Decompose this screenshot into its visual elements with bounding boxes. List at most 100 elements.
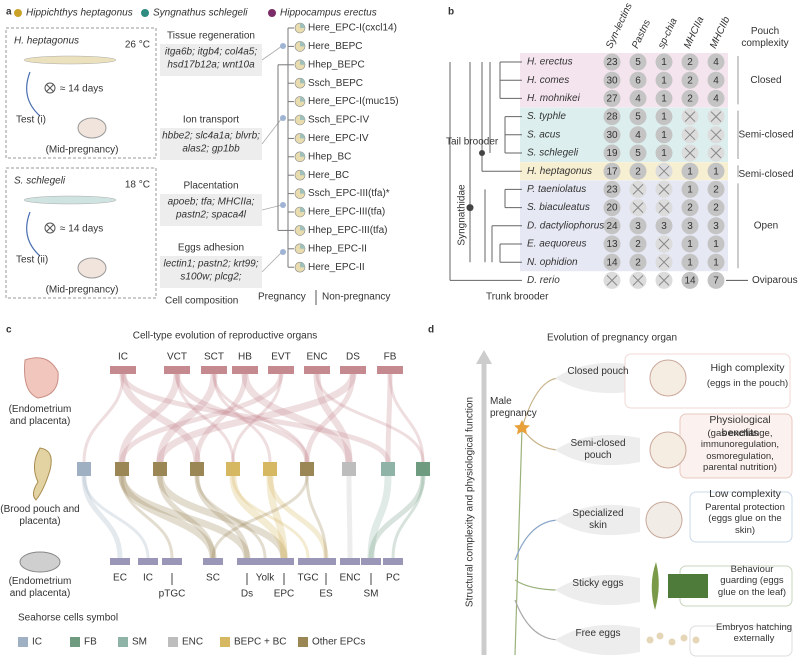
- gene-list: hbbe2; slc4a1a; blvrb;: [162, 131, 260, 142]
- gene-list: alas2; gp1bb: [182, 144, 240, 155]
- legend-label: Other EPCs: [312, 637, 365, 648]
- gene-count-label: 4: [713, 75, 719, 86]
- connector: [261, 251, 283, 273]
- gene-count: [655, 126, 673, 144]
- gene-count-label: 3: [687, 221, 693, 232]
- gene-count-label: 1: [713, 239, 719, 250]
- legend-swatch: [168, 637, 178, 647]
- panel-letter: c: [6, 325, 12, 336]
- stage-note: Low complexity: [709, 488, 781, 500]
- gene-count: [681, 199, 699, 217]
- temperature: 26 °C: [125, 40, 150, 51]
- connector: [658, 275, 670, 286]
- species-name: S. schlegeli: [14, 176, 66, 187]
- cell-flow: [119, 373, 201, 463]
- egg-leaf-icon: [668, 574, 708, 598]
- gene-count: [603, 162, 621, 180]
- legend-label: Hippichthys heptagonus: [26, 8, 133, 19]
- experiment-box: [5, 167, 157, 299]
- species-name: P. taeniolatus: [527, 184, 586, 195]
- cell-bar: [237, 558, 257, 565]
- annotation: Male pregnancy: [490, 396, 537, 419]
- stage-shape: [555, 434, 640, 466]
- gene-count-label: 1: [687, 166, 693, 177]
- organ-icon: [645, 501, 683, 539]
- cell-label: EVT: [271, 352, 290, 363]
- species-name: D. rerio: [527, 275, 560, 286]
- cell-label: TGC: [297, 573, 318, 584]
- gene-count-label: 5: [635, 148, 641, 159]
- gene-count-label: 3: [661, 221, 667, 232]
- cell-bar: [110, 366, 136, 374]
- clade-label: Trunk brooder: [486, 292, 549, 303]
- composition-wedge: [300, 225, 305, 231]
- composition-wedge: [300, 78, 305, 84]
- cell-flow: [231, 475, 310, 559]
- panel-letter: a: [6, 7, 12, 18]
- stage-note: Parental protection (eggs glue on the sk…: [705, 502, 785, 536]
- cell-bar: [340, 558, 360, 565]
- gene-count: [655, 53, 673, 71]
- gene-count-label: 3: [635, 221, 641, 232]
- cell-label: ENC: [339, 573, 360, 584]
- gene-count-label: 4: [713, 94, 719, 105]
- function-title: Ion transport: [183, 115, 239, 126]
- stage-note: (eggs in the pouch): [706, 378, 789, 389]
- group-label: Oviparous: [752, 275, 798, 286]
- gene-count-label: 20: [606, 203, 618, 214]
- gene-count: [603, 53, 621, 71]
- gene-count: [629, 217, 647, 235]
- cell-label: SC: [206, 573, 220, 584]
- connector: [261, 117, 283, 145]
- tree-node: [479, 150, 485, 156]
- cell-bar: [164, 366, 190, 374]
- connector: [46, 84, 54, 92]
- cell-flow: [82, 373, 125, 463]
- cell-flow: [156, 373, 218, 463]
- gene-count-label: 1: [687, 185, 693, 196]
- group-band: [520, 162, 728, 181]
- composition-wedge: [300, 151, 305, 157]
- cluster-label: Here_BC: [308, 170, 349, 181]
- legend-swatch: [220, 637, 230, 647]
- legend-swatch: [14, 9, 22, 17]
- cell-bar: [110, 558, 130, 565]
- cell-flow: [194, 373, 248, 463]
- gene-count-label: 23: [606, 185, 618, 196]
- gene-count: [681, 217, 699, 235]
- gene-count-label: 14: [684, 276, 696, 287]
- stage-label: Sticky eggs: [572, 578, 624, 589]
- cell-flow: [120, 475, 174, 559]
- species-name: H. heptagonus: [527, 166, 592, 177]
- cell-flow: [368, 475, 426, 559]
- leaf-icon: [651, 562, 659, 610]
- gene-list: itga6b; itgb4; col4a5;: [165, 47, 258, 58]
- connector: [632, 184, 644, 195]
- lineage: [514, 519, 561, 561]
- cell-flow: [385, 373, 393, 463]
- gene-count: [603, 217, 621, 235]
- gene-count: [629, 89, 647, 107]
- gene-count: [655, 89, 673, 107]
- composition-wedge: [300, 115, 305, 120]
- pregnancy-label: Pregnancy: [258, 292, 306, 303]
- tree-node: [280, 115, 286, 121]
- cell-bar: [201, 366, 227, 374]
- species-name: H. comes: [527, 75, 569, 86]
- gene-count: [707, 71, 725, 89]
- gene-count: [629, 162, 647, 180]
- gene-count-label: 2: [687, 203, 693, 214]
- connector: [261, 45, 283, 61]
- stage-label: Specialized skin: [572, 508, 624, 531]
- legend-label: IC: [32, 637, 42, 648]
- note-box: [689, 491, 793, 543]
- gene-count-label: 14: [606, 257, 618, 268]
- cell-label: ES: [319, 589, 333, 600]
- cell-flow: [229, 475, 288, 559]
- panel-title: Evolution of pregnancy organ: [547, 333, 677, 344]
- duration: ≈ 14 days: [60, 84, 103, 95]
- cell-label: FB: [384, 352, 397, 363]
- cross-symbol: [44, 82, 56, 94]
- species-name: S. acus: [527, 129, 560, 140]
